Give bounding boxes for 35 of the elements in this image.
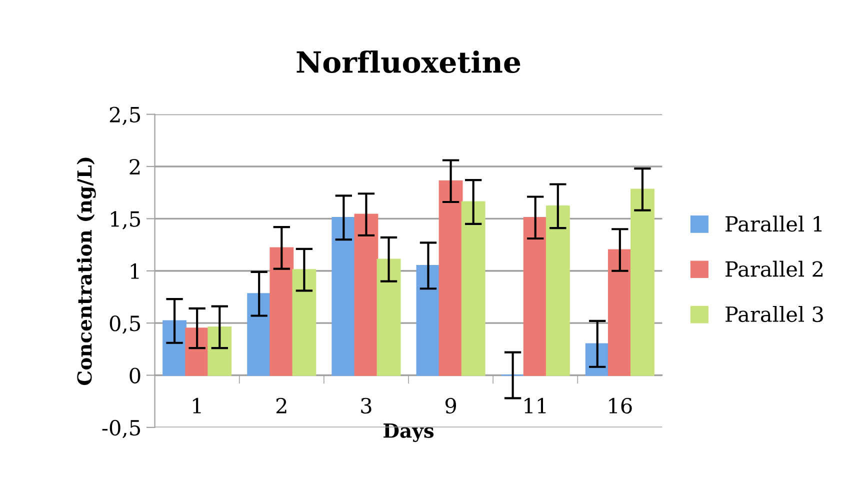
x-tick-label: 2 <box>276 398 286 414</box>
bar <box>608 249 632 376</box>
bar <box>546 205 570 376</box>
x-tick-label: 3 <box>361 398 372 414</box>
x-tick-label: 11 <box>524 398 546 414</box>
bar <box>630 188 654 376</box>
chart-title: Norfluoxetine <box>296 50 520 74</box>
y-tick-label: 1,5 <box>111 211 140 230</box>
y-tick-label: 0 <box>130 368 140 384</box>
bar <box>416 264 440 376</box>
bar <box>270 247 294 376</box>
x-tick-label: 16 <box>609 398 632 414</box>
y-tick-label: 2 <box>130 158 140 174</box>
bar <box>376 258 401 376</box>
y-tick-label: 1 <box>130 263 139 279</box>
bar <box>208 326 232 376</box>
bar <box>292 269 316 376</box>
y-axis-title: Concentration (ng/L) <box>76 158 96 385</box>
bar <box>162 320 187 376</box>
x-tick-label: 1 <box>193 398 201 414</box>
bar <box>247 293 272 376</box>
bar <box>185 328 210 376</box>
legend-label: Parallel 1 <box>726 216 822 232</box>
x-tick-label: 9 <box>445 398 456 414</box>
y-tick-label: -0,5 <box>102 420 140 438</box>
y-tick-label: 0,5 <box>110 316 140 334</box>
legend-label: Parallel 2 <box>726 260 822 277</box>
bar <box>332 216 356 376</box>
bar <box>523 216 548 376</box>
bar <box>438 180 463 376</box>
y-tick-label: 2,5 <box>110 106 140 126</box>
x-axis-title: Days <box>384 424 434 442</box>
legend-label: Parallel 3 <box>726 306 823 322</box>
bar <box>354 214 378 376</box>
bar <box>461 201 486 376</box>
